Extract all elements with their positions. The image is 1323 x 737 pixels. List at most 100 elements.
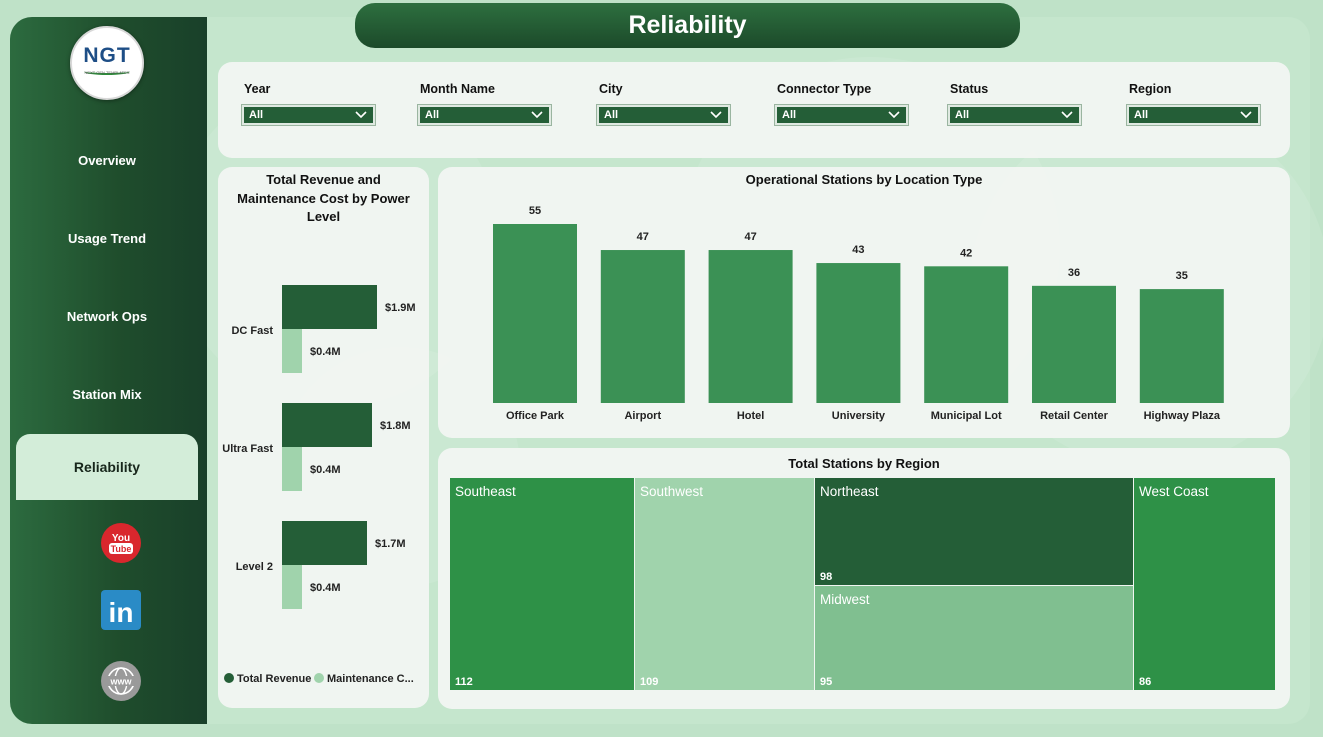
filter-city: City All [596, 82, 731, 126]
treemap-tile-label: Midwest [820, 592, 870, 607]
nav-item-usage-trend[interactable]: Usage Trend [16, 205, 198, 271]
data-label: $0.4M [310, 464, 341, 476]
bar [924, 266, 1009, 403]
filter-label: Year [244, 82, 271, 96]
stations-by-region-chart-title: Total Stations by Region [788, 456, 940, 471]
category-label: Highway Plaza [1144, 410, 1221, 422]
connector-type-dropdown[interactable]: All [774, 104, 909, 126]
nav-item-label: Overview [78, 152, 136, 168]
nav-item-overview[interactable]: Overview [16, 127, 198, 193]
revenue-cost-chart-title: Total Revenue and Maintenance Cost by Po… [237, 172, 410, 224]
filter-region: Region All [1126, 82, 1261, 126]
youtube-icon[interactable]: You Tube [100, 522, 142, 564]
dropdown-value: All [425, 109, 440, 121]
operational-stations-panel: Operational Stations by Location Type 55… [438, 167, 1290, 438]
bar [1139, 289, 1224, 403]
month-name-dropdown[interactable]: All [417, 104, 552, 126]
linkedin-icon-text: in [109, 597, 134, 628]
page-title-text: Reliability [628, 11, 747, 39]
linkedin-icon[interactable]: in [100, 589, 142, 631]
year-dropdown[interactable]: All [241, 104, 376, 126]
bar [282, 447, 302, 491]
nav-item-reliability[interactable]: Reliability [16, 434, 198, 500]
data-label: $1.8M [380, 420, 411, 432]
dropdown-value: All [249, 109, 264, 121]
city-dropdown[interactable]: All [596, 104, 731, 126]
nav-item-label: Network Ops [66, 308, 148, 324]
bar [600, 250, 685, 403]
revenue-cost-chart: DC Fast $1.9M $0.4M Ultra Fast $1.8M $0.4M Lev… [222, 285, 416, 685]
filter-label: Status [950, 82, 989, 96]
data-label: 47 [744, 231, 756, 243]
treemap-tile [635, 478, 814, 690]
data-label: 35 [1176, 270, 1188, 282]
category-label: Level 2 [236, 561, 273, 573]
treemap-tile-value: 95 [820, 676, 832, 688]
bar [282, 403, 372, 447]
dropdown-value: All [1134, 109, 1149, 121]
globe-icon-text: www [109, 677, 132, 687]
nav-item-network-ops[interactable]: Network Ops [16, 283, 198, 349]
operational-stations-chart-title: Operational Stations by Location Type [745, 172, 983, 187]
bar [282, 565, 302, 609]
category-label: Hotel [737, 410, 765, 422]
treemap-tile [1134, 478, 1275, 690]
sidebar: NGT NEXT GEN TEMPLATES Overview Usage Tr… [10, 17, 207, 724]
logo-text: NGT [83, 44, 131, 67]
category-label: Office Park [506, 410, 565, 422]
treemap-tile-label: Southwest [640, 484, 703, 499]
data-label: $0.4M [310, 582, 341, 594]
data-label: 42 [960, 247, 972, 259]
data-label: 43 [852, 244, 864, 256]
legend-label: Maintenance C... [327, 673, 414, 685]
filter-year: Year All [241, 82, 376, 126]
filter-label: Connector Type [777, 82, 872, 96]
data-label: $0.4M [310, 346, 341, 358]
globe-icon[interactable]: www [100, 660, 142, 702]
data-label: $1.9M [385, 302, 416, 314]
data-label: $1.7M [375, 538, 406, 550]
treemap-tile [815, 478, 1133, 585]
operational-stations-chart: 55 Office Park 47 Airport 47 Hotel 43 Universit… [493, 205, 1224, 422]
dropdown-value: All [955, 109, 970, 121]
chevron-down-icon [531, 111, 543, 119]
treemap-tile-label: West Coast [1139, 484, 1209, 499]
region-dropdown[interactable]: All [1126, 104, 1261, 126]
filter-panel: Year All Month Name All City All Connect… [218, 62, 1290, 158]
nav-item-station-mix[interactable]: Station Mix [16, 361, 198, 427]
nav-item-label: Reliability [73, 459, 141, 475]
data-label: 55 [529, 205, 541, 217]
filter-status: Status All [947, 82, 1082, 126]
stations-by-region-panel: Total Stations by Region Southeast 112 Sou… [438, 448, 1290, 709]
category-label: University [832, 410, 886, 422]
filter-label: Month Name [420, 82, 495, 96]
legend-marker [314, 673, 324, 683]
bar [282, 285, 377, 329]
bar [282, 521, 367, 565]
bar [1032, 285, 1116, 403]
chevron-down-icon [710, 111, 722, 119]
legend-marker [224, 673, 234, 683]
youtube-icon-text-bottom: Tube [111, 544, 132, 554]
youtube-icon-text-top: You [112, 533, 130, 544]
category-label: DC Fast [231, 325, 273, 337]
treemap-tile-value: 112 [455, 676, 473, 688]
filter-connector-type: Connector Type All [774, 82, 909, 126]
category-label: Retail Center [1040, 410, 1109, 422]
page-title: Reliability [355, 3, 1020, 48]
nav-item-label: Usage Trend [67, 230, 147, 246]
logo-subtext: NEXT GEN TEMPLATES [84, 70, 130, 75]
stations-by-region-treemap: Southeast 112 Southwest 109 Northeast 98 Midwe… [450, 478, 1275, 690]
category-label: Ultra Fast [222, 443, 273, 455]
filter-month-name: Month Name All [417, 82, 552, 126]
data-label: 47 [637, 231, 649, 243]
dropdown-value: All [782, 109, 797, 121]
treemap-tile-label: Northeast [820, 484, 879, 499]
revenue-cost-panel: Total Revenue and Maintenance Cost by Po… [218, 167, 429, 708]
legend-label: Total Revenue [237, 673, 311, 685]
treemap-tile [450, 478, 634, 690]
status-dropdown[interactable]: All [947, 104, 1082, 126]
data-label: 36 [1068, 267, 1080, 279]
treemap-tile-value: 98 [820, 571, 832, 583]
chevron-down-icon [1240, 111, 1252, 119]
